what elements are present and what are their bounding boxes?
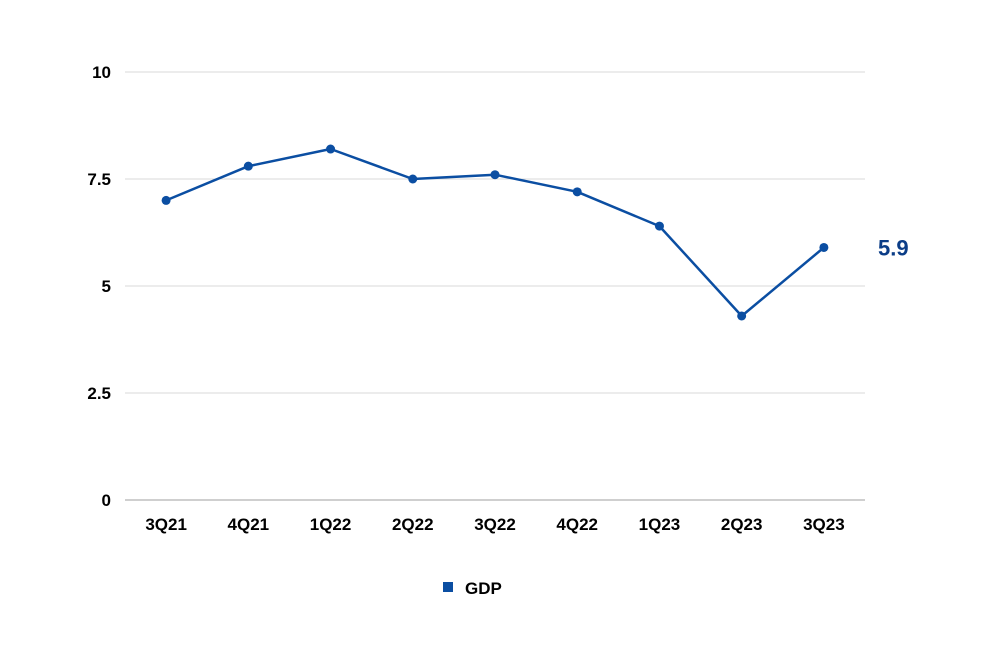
y-tick-label: 2.5 [87,384,111,403]
legend: GDP [443,579,502,598]
gdp-series-points [161,144,829,321]
x-tick-label: 3Q21 [145,515,187,534]
data-point [490,170,500,180]
y-axis-tick-labels: 0 2.5 5 7.5 10 [87,63,111,510]
y-tick-label: 0 [102,491,111,510]
x-axis-tick-labels: 3Q21 4Q21 1Q22 2Q22 3Q22 4Q22 1Q23 2Q23 3Q23 [145,515,844,534]
data-point [326,144,336,154]
data-point [654,221,664,231]
x-tick-label: 4Q21 [228,515,270,534]
data-point [408,174,418,184]
x-tick-label: 4Q22 [556,515,598,534]
legend-label-gdp: GDP [465,579,502,598]
data-point [572,187,582,197]
data-point [819,242,829,252]
x-tick-label: 3Q22 [474,515,516,534]
data-point [737,311,747,321]
data-point [161,195,171,205]
gridlines [125,71,865,501]
x-tick-label: 2Q23 [721,515,763,534]
x-tick-label: 1Q23 [639,515,681,534]
x-tick-label: 1Q22 [310,515,352,534]
data-point [243,161,253,171]
y-tick-label: 10 [92,63,111,82]
x-tick-label: 2Q22 [392,515,434,534]
y-tick-label: 7.5 [87,170,111,189]
x-tick-label: 3Q23 [803,515,845,534]
last-value-label: 5.9 [878,235,909,260]
y-tick-label: 5 [102,277,111,296]
legend-swatch-gdp [443,582,453,592]
